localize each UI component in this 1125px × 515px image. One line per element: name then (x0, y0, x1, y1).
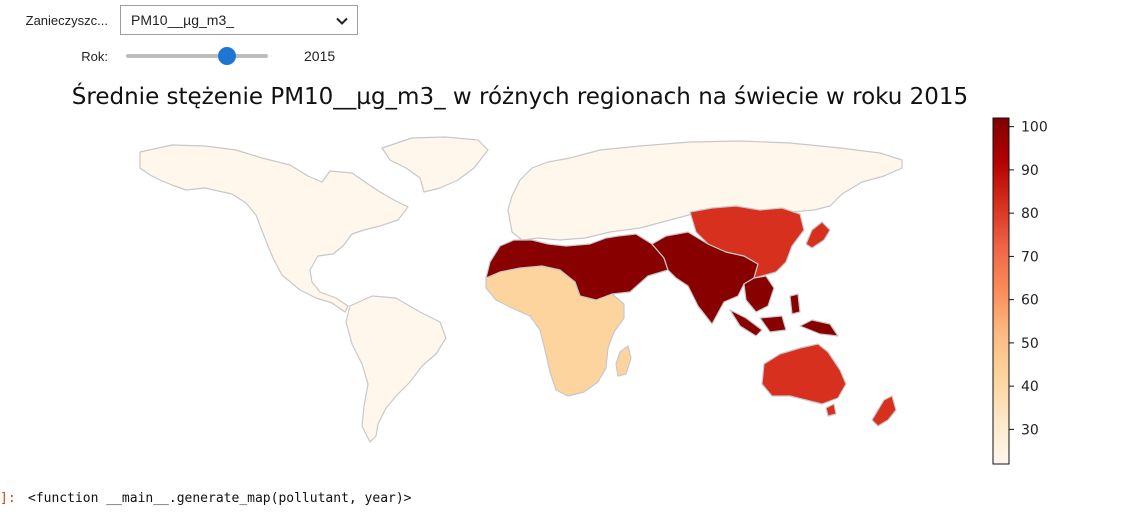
region-greenland (381, 136, 489, 193)
colorbar: 30 40 50 60 70 80 90 100 (992, 117, 1048, 465)
pollutant-selector-row: Zanieczyszc... PM10__µg_m3_ (0, 4, 358, 36)
region-north-america (139, 144, 409, 313)
map-title: Średnie stężenie PM10__µg_m3_ w różnych … (71, 84, 969, 110)
colorbar-tick-label: 80 (1021, 206, 1039, 222)
colorbar-tick-label: 60 (1021, 293, 1039, 309)
chevron-down-icon (336, 17, 348, 25)
colorbar-tick-label: 100 (1021, 120, 1048, 136)
pollutant-label: Zanieczyszc... (25, 12, 108, 28)
pollutant-dropdown[interactable]: PM10__µg_m3_ (120, 5, 358, 35)
year-slider-handle[interactable] (217, 47, 236, 65)
colorbar-gradient (992, 117, 1010, 465)
region-japan (805, 221, 831, 249)
cell-output: ]: <function __main__.generate_map(pollu… (0, 488, 412, 508)
pollutant-selected-value: PM10__µg_m3_ (131, 12, 235, 28)
output-prompt: ]: (0, 490, 16, 506)
region-madagascar (615, 345, 632, 377)
colorbar-tick-label: 70 (1021, 249, 1039, 265)
year-label: Rok: (81, 48, 108, 64)
year-slider-track[interactable] (126, 54, 268, 58)
region-southeast-asia (729, 275, 839, 337)
colorbar-tick-label: 30 (1021, 422, 1039, 438)
colorbar-tick-label: 90 (1021, 163, 1039, 179)
region-mena (485, 233, 669, 301)
year-readout: 2015 (304, 48, 336, 64)
region-south-america (345, 295, 447, 443)
colorbar-tick-label: 50 (1021, 336, 1039, 352)
region-south-asia (651, 231, 759, 325)
year-slider[interactable] (126, 42, 268, 70)
output-text: <function __main__.generate_map(pollutan… (28, 490, 412, 506)
region-europe-russia (507, 140, 903, 241)
colorbar-tick-label: 40 (1021, 379, 1039, 395)
region-oceania (761, 343, 847, 417)
region-east-asia (689, 205, 805, 279)
year-slider-row: Rok: 2015 (0, 42, 335, 70)
region-new-zealand (871, 395, 897, 427)
